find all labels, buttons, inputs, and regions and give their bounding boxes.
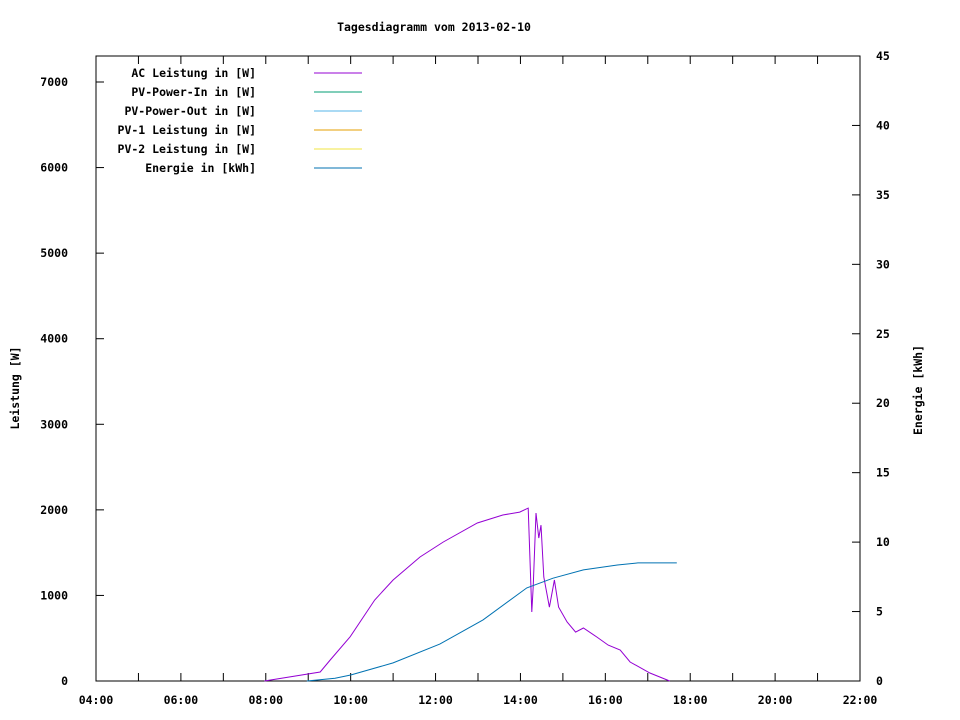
- y2-tick-label: 0: [876, 674, 883, 688]
- y2-tick-label: 25: [876, 327, 890, 341]
- series-line: [306, 562, 677, 682]
- x-tick-label: 18:00: [673, 693, 708, 707]
- x-tick-label: 14:00: [503, 693, 538, 707]
- y-tick-label: 4000: [40, 332, 68, 346]
- y2-tick-label: 20: [876, 396, 890, 410]
- y2-axis-label: Energie [kWh]: [911, 345, 925, 435]
- x-tick-label: 22:00: [843, 693, 878, 707]
- chart-title: Tagesdiagramm vom 2013-02-10: [337, 20, 531, 34]
- y2-tick-label: 10: [876, 535, 890, 549]
- x-tick-label: 10:00: [333, 693, 368, 707]
- y-tick-label: 1000: [40, 588, 68, 602]
- x-tick-label: 04:00: [79, 693, 114, 707]
- y-tick-label: 6000: [40, 161, 68, 175]
- x-tick-label: 16:00: [588, 693, 623, 707]
- legend-label: PV-1 Leistung in [W]: [118, 123, 256, 137]
- y-tick-label: 0: [61, 674, 68, 688]
- legend-label: PV-Power-Out in [W]: [124, 104, 256, 118]
- legend-label: PV-2 Leistung in [W]: [118, 142, 256, 156]
- y-axis-label: Leistung [W]: [8, 346, 22, 429]
- legend-label: PV-Power-In in [W]: [131, 85, 256, 99]
- y-tick-label: 7000: [40, 75, 68, 89]
- series-line: [264, 507, 670, 682]
- y2-tick-label: 30: [876, 257, 890, 271]
- legend-label: Energie in [kWh]: [145, 161, 256, 175]
- x-tick-label: 06:00: [164, 693, 199, 707]
- y2-tick-label: 35: [876, 188, 890, 202]
- y2-tick-label: 40: [876, 118, 890, 132]
- y-tick-label: 2000: [40, 503, 68, 517]
- y-tick-label: 3000: [40, 417, 68, 431]
- x-tick-label: 08:00: [248, 693, 283, 707]
- y-tick-label: 5000: [40, 246, 68, 260]
- x-tick-label: 20:00: [758, 693, 793, 707]
- x-tick-label: 12:00: [418, 693, 453, 707]
- y2-tick-label: 45: [876, 49, 890, 63]
- y2-tick-label: 5: [876, 605, 883, 619]
- y2-tick-label: 15: [876, 466, 890, 480]
- legend-label: AC Leistung in [W]: [131, 66, 256, 80]
